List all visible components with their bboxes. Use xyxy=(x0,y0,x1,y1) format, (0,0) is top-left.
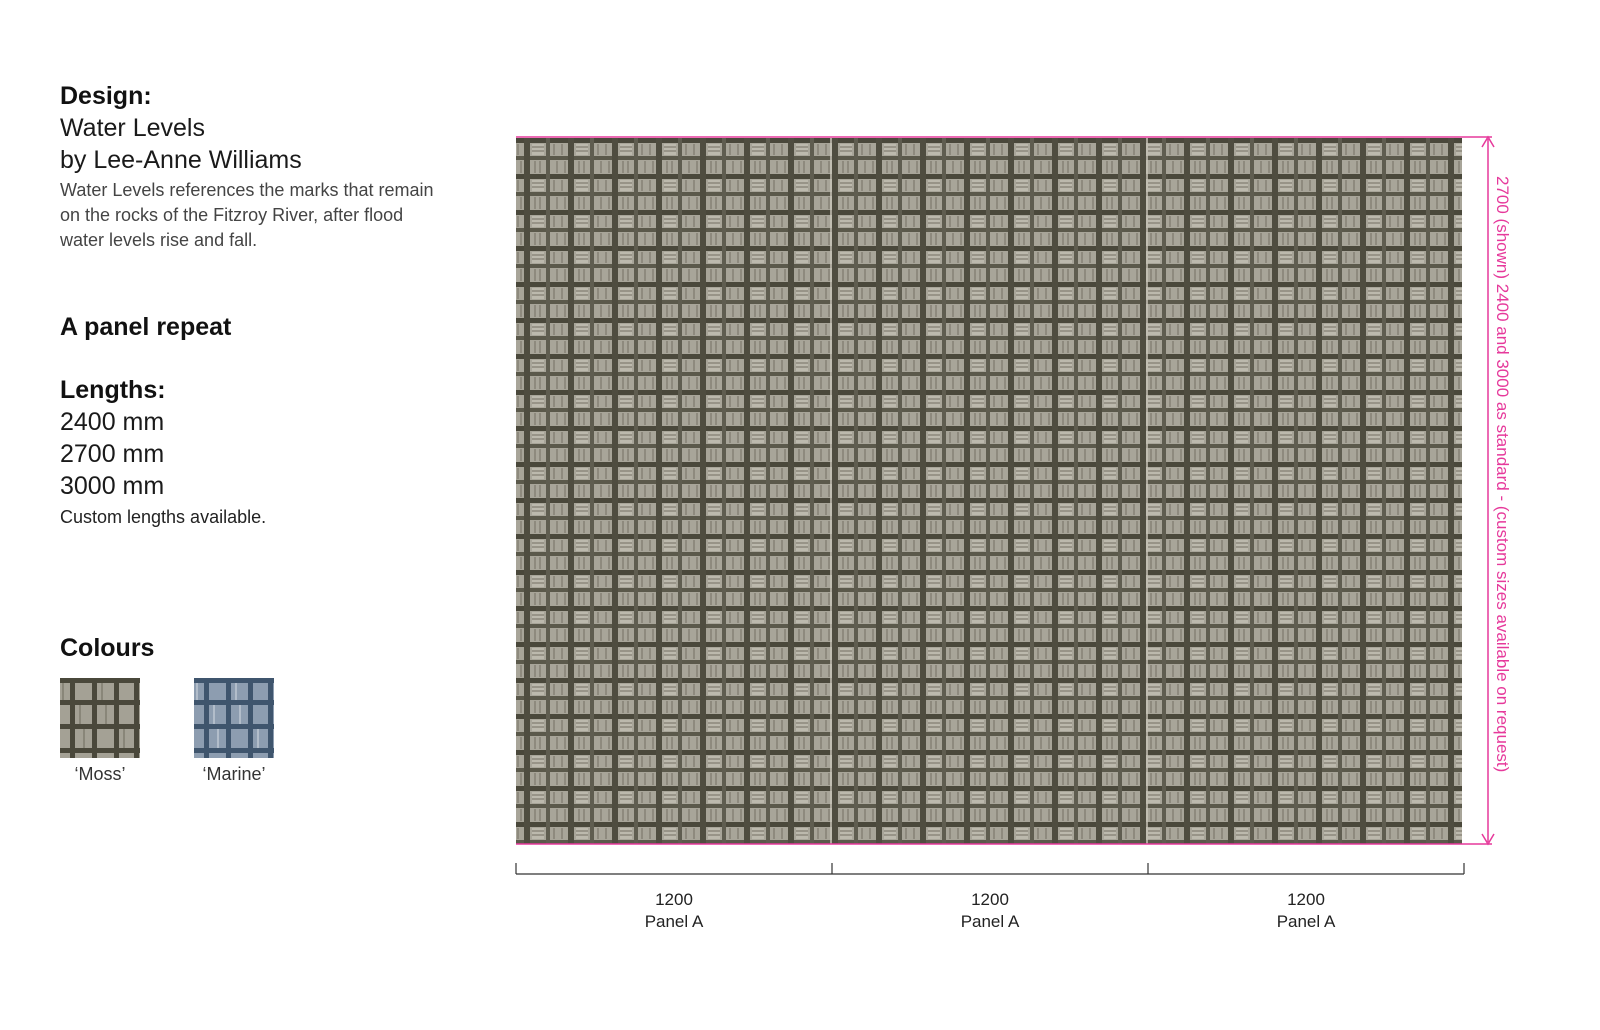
swatch-moss[interactable]: ‘Moss’ xyxy=(60,678,140,785)
panel-width: 1200 xyxy=(655,890,693,909)
swatch-label-marine: ‘Marine’ xyxy=(202,764,266,784)
repeat-heading: A panel repeat xyxy=(60,313,232,341)
panel-width: 1200 xyxy=(1287,890,1325,909)
length-option: 2700 mm xyxy=(60,440,165,468)
design-info: Design: Water Levels by Lee-Anne William… xyxy=(60,80,440,253)
panel-name: Panel A xyxy=(1276,912,1336,931)
marine-swatch-chip[interactable] xyxy=(194,678,274,758)
panel-name: Panel A xyxy=(644,912,704,931)
height-dimension-note: 2700 (shown) 2400 and 3000 as standard -… xyxy=(1493,176,1512,773)
swatch-list: ‘Moss’ ‘Marine’ xyxy=(60,678,420,785)
designer-name: by Lee-Anne Williams xyxy=(60,146,302,174)
moss-swatch-chip[interactable] xyxy=(60,678,140,758)
length-option: 2400 mm xyxy=(60,408,165,436)
colours-section: Colours ‘Moss’ xyxy=(60,632,420,785)
lengths-section: Lengths: 2400 mm 2700 mm 3000 mm Custom … xyxy=(60,374,266,530)
panel-name: Panel A xyxy=(960,912,1020,931)
panel-label-3: 1200 Panel A xyxy=(1226,889,1386,933)
wallpaper-preview xyxy=(516,138,1462,844)
lengths-note: Custom lengths available. xyxy=(60,507,267,527)
swatch-marine[interactable]: ‘Marine’ xyxy=(194,678,274,785)
panel-label-1: 1200 Panel A xyxy=(594,889,754,933)
lengths-heading: Lengths: xyxy=(60,376,166,404)
design-name: Water Levels xyxy=(60,114,205,142)
design-description: Water Levels references the marks that r… xyxy=(60,180,434,250)
panel-width: 1200 xyxy=(971,890,1009,909)
colours-heading: Colours xyxy=(60,634,155,662)
design-heading: Design: xyxy=(60,82,152,110)
panel-label-2: 1200 Panel A xyxy=(910,889,1070,933)
swatch-label-moss: ‘Moss’ xyxy=(74,764,126,784)
length-option: 3000 mm xyxy=(60,472,165,500)
